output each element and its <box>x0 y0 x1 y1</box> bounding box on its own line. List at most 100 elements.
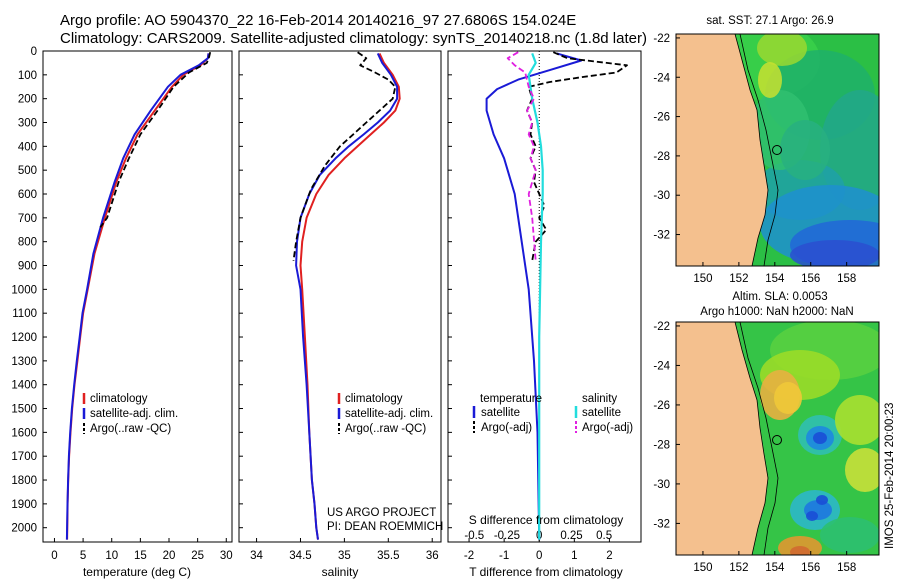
depth-tick-label: 1100 <box>12 308 37 320</box>
legend-label-t-argo: Argo(-adj) <box>481 422 532 434</box>
x-tick-label: 5 <box>80 550 86 562</box>
x-tick-label: 36 <box>426 550 439 562</box>
map-y-tick-label: -30 <box>653 190 670 202</box>
sla-patch <box>806 511 818 521</box>
map-x-tick-label: 150 <box>693 562 712 574</box>
sla-patch <box>778 536 822 555</box>
depth-tick-label: 2000 <box>11 523 37 535</box>
x-tick-label: 20 <box>163 550 176 562</box>
map-x-tick-label: 158 <box>837 562 856 574</box>
depth-tick-label: 1200 <box>11 332 37 344</box>
difference-legend: temperature salinity satellite Argo(-adj… <box>472 393 633 434</box>
sla-patch <box>774 382 802 414</box>
legend-label-argo: Argo(..raw -QC) <box>90 423 171 435</box>
salinity-legend: climatology satellite-adj. clim. Argo(..… <box>327 393 443 533</box>
difference-xlabel: T difference from climatology <box>469 565 623 579</box>
temperature-panel <box>42 50 233 543</box>
sst-map <box>675 33 880 267</box>
depth-tick-label: 1600 <box>11 427 37 439</box>
map-y-tick-label: -28 <box>653 439 670 451</box>
map-x-tick-label: 156 <box>801 273 820 285</box>
series-argo-raw-qc--line <box>292 51 397 261</box>
salinity-panel <box>238 50 442 543</box>
map-x-tick-label: 150 <box>693 273 712 285</box>
legend-label-satellite: satellite-adj. clim. <box>90 408 178 420</box>
x-tick-label: 10 <box>105 550 118 562</box>
sla-contour <box>739 322 779 555</box>
sst-patch <box>790 240 879 266</box>
map-x-tick-label: 152 <box>729 273 748 285</box>
sst-patch <box>757 34 807 66</box>
map-x-tick-label: 154 <box>765 273 785 285</box>
depth-tick-label: 100 <box>18 70 37 82</box>
credit-text: IMOS 25-Feb-2014 20:00:23 <box>884 403 896 549</box>
legend-label-t-satellite: satellite <box>481 407 520 419</box>
sst-contour <box>739 34 779 266</box>
map-x-tick-label: 156 <box>801 562 820 574</box>
temperature-legend: climatology satellite-adj. clim. Argo(..… <box>82 393 178 435</box>
s-tick-label: 0.25 <box>560 530 582 542</box>
sst-patch <box>780 120 830 180</box>
map-y-tick-label: -22 <box>653 321 670 333</box>
x-tick-label: 0 <box>536 550 542 562</box>
sla-land <box>676 322 769 555</box>
series-t-satellite-line <box>485 52 583 540</box>
sst-patch <box>758 62 782 98</box>
sla-patch <box>835 395 879 445</box>
x-tick-label: 0 <box>51 550 57 562</box>
depth-tick-label: 1300 <box>11 356 37 368</box>
depth-tick-label: 400 <box>18 141 37 153</box>
x-tick-label: 25 <box>191 550 204 562</box>
sla-patch <box>813 432 827 444</box>
series-argo-raw-qc--line <box>99 51 212 228</box>
depth-tick-label: 1500 <box>11 404 37 416</box>
legend-label-argo: Argo(..raw -QC) <box>345 423 426 435</box>
salinity-xlabel: salinity <box>322 565 359 579</box>
series-climatology-line <box>66 53 210 540</box>
sst-frame <box>675 33 880 267</box>
s-tick-label: 0.5 <box>596 530 612 542</box>
project-annotation-line1: US ARGO PROJECT <box>327 507 436 519</box>
depth-tick-label: 1400 <box>11 380 37 392</box>
legend-header-salinity: salinity <box>582 393 617 405</box>
sla-frame <box>675 321 880 556</box>
x-tick-label: 15 <box>134 550 147 562</box>
sla-patch <box>790 546 810 555</box>
depth-tick-label: 900 <box>18 261 37 273</box>
map-y-tick-label: -28 <box>653 151 670 163</box>
depth-tick-label: 1900 <box>11 499 37 511</box>
x-tick-label: 1 <box>571 550 577 562</box>
depth-tick-label: 0 <box>31 46 37 58</box>
temperature-xlabel: temperature (deg C) <box>83 565 191 579</box>
series-s-argo-adj--line <box>506 51 537 261</box>
x-tick-label: 35 <box>338 550 351 562</box>
legend-label-satellite: satellite-adj. clim. <box>345 408 433 420</box>
sla-map <box>675 321 880 556</box>
x-tick-label: -2 <box>464 550 474 562</box>
depth-tick-label: 300 <box>18 118 37 130</box>
depth-tick-label: 1800 <box>11 475 37 487</box>
sla-patch <box>820 517 879 553</box>
legend-label-climatology: climatology <box>90 393 148 405</box>
map-y-tick-label: -32 <box>653 230 670 242</box>
s-tick-label: -0.25 <box>494 530 520 542</box>
sla-subtitle: Argo h1000: NaN h2000: NaN <box>700 306 853 318</box>
depth-tick-label: 1000 <box>11 284 37 296</box>
x-tick-label: 2 <box>606 550 612 562</box>
series-satellite-adj-clim--line <box>65 53 210 540</box>
x-tick-label: 34 <box>250 550 263 562</box>
series-s-satellite-line <box>527 53 544 540</box>
depth-tick-label: 1700 <box>11 451 37 463</box>
project-annotation-line2: PI: DEAN ROEMMICH <box>327 521 443 533</box>
sst-land <box>676 34 769 266</box>
depth-tick-label: 200 <box>18 94 37 106</box>
legend-label-climatology: climatology <box>345 393 403 405</box>
sst-argo-marker <box>772 145 782 155</box>
x-tick-label: 30 <box>220 550 233 562</box>
difference-panel <box>447 50 642 543</box>
map-y-tick-label: -24 <box>653 72 670 84</box>
map-x-tick-label: 158 <box>837 273 856 285</box>
profile-title: Argo profile: AO 5904370_22 16-Feb-2014 … <box>60 12 577 29</box>
x-tick-label: -1 <box>499 550 509 562</box>
